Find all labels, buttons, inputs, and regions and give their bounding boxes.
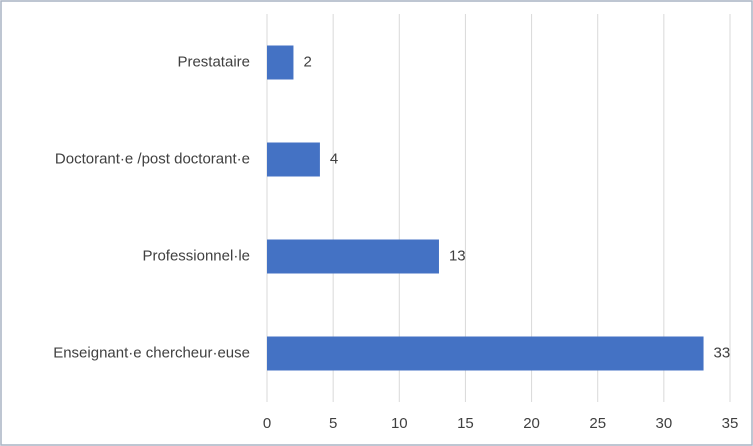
y-tick-label: Enseignant·e chercheur·euse [53,344,250,361]
x-tick-label: 35 [722,415,739,432]
bar [267,45,294,80]
data-label: 4 [330,150,338,167]
x-tick-label: 25 [589,415,606,432]
x-tick-label: 15 [457,415,474,432]
bar [267,142,320,177]
x-tick-label: 20 [523,415,540,432]
x-tick-label: 0 [263,415,271,432]
y-tick-label: Prestataire [177,53,250,70]
data-label: 13 [449,247,466,264]
x-tick-label: 5 [329,415,337,432]
bar [267,239,439,274]
data-label: 33 [714,344,731,361]
y-tick-label: Professionnel·le [142,247,250,264]
x-tick-label: 30 [656,415,673,432]
bar [267,336,704,371]
x-tick-label: 10 [391,415,408,432]
y-tick-label: Doctorant·e /post doctorant·e [55,150,250,167]
data-label: 2 [303,53,311,70]
